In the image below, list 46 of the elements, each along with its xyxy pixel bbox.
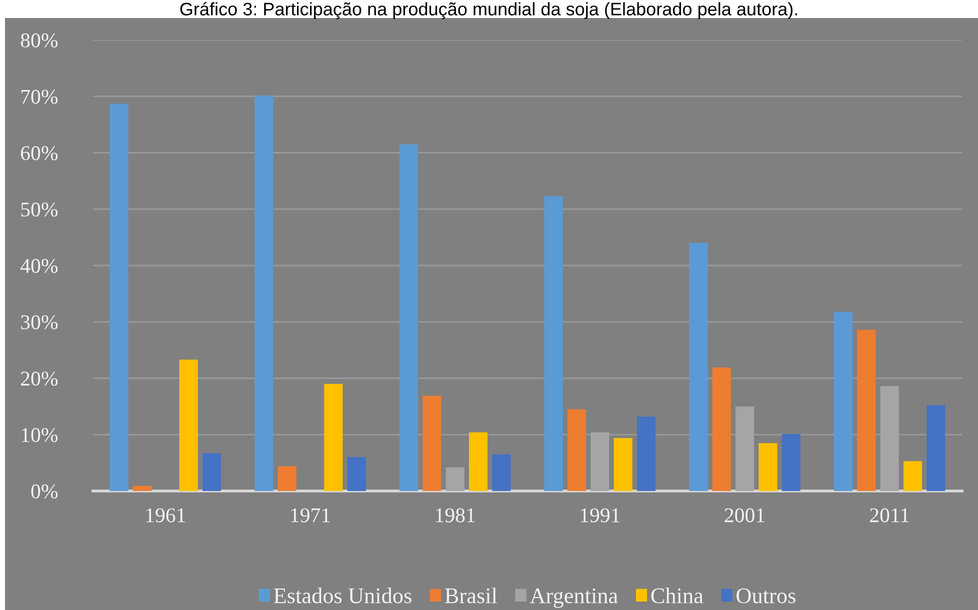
bar xyxy=(254,96,274,491)
bar xyxy=(278,466,296,491)
legend-label: Estados Unidos xyxy=(274,588,412,604)
bar xyxy=(614,438,632,491)
bar xyxy=(712,368,731,491)
y-tick-label: 10% xyxy=(22,428,58,442)
bar xyxy=(202,453,222,491)
bar xyxy=(834,312,853,491)
bar xyxy=(446,467,464,491)
bar xyxy=(347,457,366,491)
legend-label: China xyxy=(651,588,704,604)
y-tick-label: 20% xyxy=(21,372,58,386)
legend-label: Argentina xyxy=(530,588,618,608)
y-tick-label: 60% xyxy=(20,146,58,160)
bar xyxy=(399,144,418,491)
y-tick-label: 70% xyxy=(21,90,58,104)
bar xyxy=(324,384,343,491)
bar xyxy=(926,405,946,491)
x-tick-label: 2011 xyxy=(870,508,909,522)
bar xyxy=(110,104,128,491)
bar xyxy=(422,396,442,491)
x-tick-label: 1991 xyxy=(580,508,620,522)
chart-title: Gráfico 3: Participação na produção mundial da soja (Elaborado pela autora). xyxy=(180,2,798,20)
y-tick-label: 80% xyxy=(20,33,58,48)
bar xyxy=(132,486,152,491)
bar xyxy=(857,330,876,491)
y-tick-label: 30% xyxy=(21,315,58,330)
bar xyxy=(544,196,563,491)
y-tick-label: 0% xyxy=(31,484,58,498)
y-tick-label: 40% xyxy=(20,258,58,273)
bar xyxy=(492,454,511,491)
x-tick-label: 1981 xyxy=(436,508,475,522)
x-tick-label: 2001 xyxy=(724,508,764,522)
bar xyxy=(758,443,778,491)
legend-label: Outros xyxy=(736,588,796,604)
bar xyxy=(689,242,708,491)
bar xyxy=(179,360,198,491)
x-tick-label: 1971 xyxy=(291,508,330,522)
y-tick-label: 50% xyxy=(21,202,58,217)
bar xyxy=(782,434,800,491)
bar xyxy=(903,461,922,491)
legend-label: Brasil xyxy=(445,588,498,604)
bar xyxy=(468,432,488,491)
bar xyxy=(567,409,586,491)
x-tick-label: 1961 xyxy=(146,508,185,522)
bar xyxy=(636,416,656,491)
